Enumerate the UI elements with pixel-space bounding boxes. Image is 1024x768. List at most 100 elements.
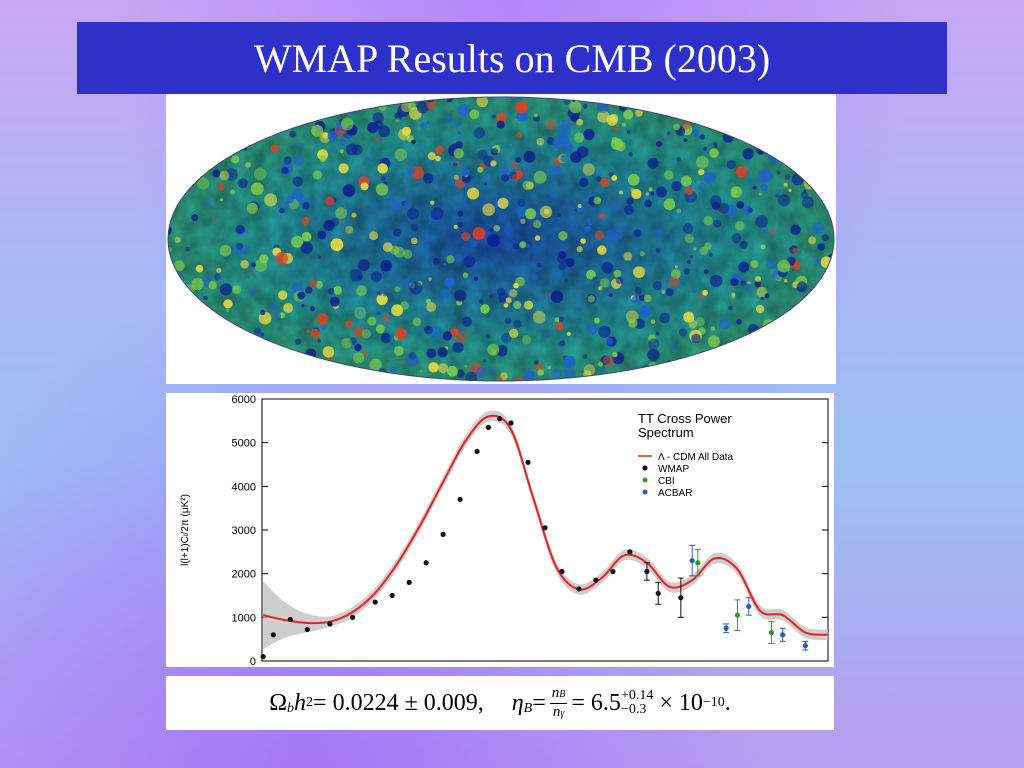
sky-blob — [598, 325, 611, 338]
sky-blob — [235, 117, 241, 124]
sky-blob — [351, 144, 363, 156]
sky-blob — [611, 175, 618, 181]
sky-blob — [522, 180, 533, 191]
sky-blob — [191, 214, 199, 221]
sky-blob — [501, 167, 509, 175]
sky-blob — [626, 130, 631, 134]
sky-blob — [584, 225, 591, 233]
sky-blob — [462, 202, 468, 208]
sky-blob — [669, 343, 677, 350]
sky-blob — [402, 126, 411, 136]
sky-blob — [702, 289, 708, 296]
sky-blob — [194, 335, 205, 346]
sky-blob — [311, 200, 316, 205]
sky-blob — [339, 149, 344, 154]
wmap-point — [593, 577, 599, 583]
sky-blob — [283, 361, 294, 372]
sky-blob — [189, 376, 201, 381]
sky-blob — [681, 175, 692, 187]
sky-blob — [769, 334, 780, 345]
sky-blob — [655, 248, 661, 253]
sky-blob — [393, 228, 402, 237]
sky-blob — [313, 364, 317, 368]
sky-blob — [565, 257, 575, 268]
sky-blob — [290, 372, 295, 377]
sky-blob — [549, 146, 553, 151]
sky-blob — [172, 175, 180, 182]
sky-blob — [832, 146, 834, 150]
sky-blob — [496, 120, 505, 129]
sky-blob — [491, 114, 496, 119]
sky-blob — [781, 155, 787, 161]
sky-blob — [505, 297, 512, 304]
sky-blob — [275, 252, 288, 265]
sky-blob — [455, 120, 462, 127]
sky-blob — [216, 274, 222, 280]
sky-blob — [547, 365, 551, 369]
sky-blob — [465, 371, 478, 381]
sky-blob — [232, 285, 241, 295]
sky-blob — [444, 277, 455, 288]
sky-blob — [291, 189, 304, 202]
sky-blob — [357, 274, 363, 280]
sky-blob — [497, 197, 509, 209]
sky-blob — [708, 335, 720, 348]
sky-blob — [476, 97, 489, 108]
sky-blob — [742, 148, 754, 160]
sky-blob — [648, 338, 660, 350]
sky-blob — [704, 242, 712, 250]
sky-blob — [310, 306, 316, 312]
sky-blob — [316, 313, 329, 325]
cbi-point — [734, 612, 741, 618]
sky-blob — [522, 335, 532, 345]
sky-blob — [633, 266, 645, 278]
sky-blob — [684, 233, 694, 244]
sky-blob — [782, 323, 796, 337]
sky-blob — [566, 331, 571, 336]
sky-blob — [822, 156, 828, 162]
sky-blob — [594, 230, 605, 241]
slide-title: WMAP Results on CMB (2003) — [77, 22, 947, 94]
sky-blob — [783, 182, 788, 187]
sky-blob — [357, 259, 370, 272]
sky-blob — [238, 344, 245, 351]
sky-blob — [631, 295, 640, 305]
cbi-point — [768, 630, 775, 636]
wmap-point — [389, 592, 395, 599]
sky-blob — [814, 314, 825, 326]
sky-blob — [817, 362, 824, 369]
sky-blob — [582, 354, 588, 359]
sky-blob — [353, 352, 365, 364]
sky-blob — [374, 120, 384, 129]
sky-blob — [634, 287, 642, 295]
acbar-point — [723, 625, 729, 631]
sky-blob — [613, 269, 622, 278]
sky-blob — [499, 299, 503, 303]
sky-blob — [628, 375, 637, 381]
fraction-numerator-sub: B — [559, 688, 566, 700]
sky-blob — [668, 276, 680, 288]
sky-blob — [463, 255, 476, 268]
sky-blob — [784, 97, 796, 104]
sky-blob — [194, 318, 200, 323]
sky-blob — [426, 120, 431, 125]
wmap-point — [474, 448, 480, 454]
legend-acbar-label: ACBAR — [658, 488, 692, 499]
sky-blob — [635, 109, 643, 117]
sky-blob — [751, 106, 764, 118]
eta-equals: = — [532, 689, 546, 716]
sky-blob — [552, 166, 561, 175]
sky-blob — [663, 198, 676, 211]
sky-blob — [755, 215, 768, 228]
sky-blob — [411, 139, 416, 145]
sky-blob — [695, 317, 705, 327]
sky-blob — [694, 100, 701, 106]
y-tick-label: 5000 — [232, 438, 256, 450]
fraction-denominator: n — [552, 703, 561, 720]
sky-blob — [560, 119, 572, 131]
sky-blob — [600, 177, 610, 188]
sky-blob — [654, 97, 660, 98]
sky-blob — [268, 365, 277, 374]
sky-blob — [443, 262, 447, 266]
sky-blob — [363, 351, 369, 357]
